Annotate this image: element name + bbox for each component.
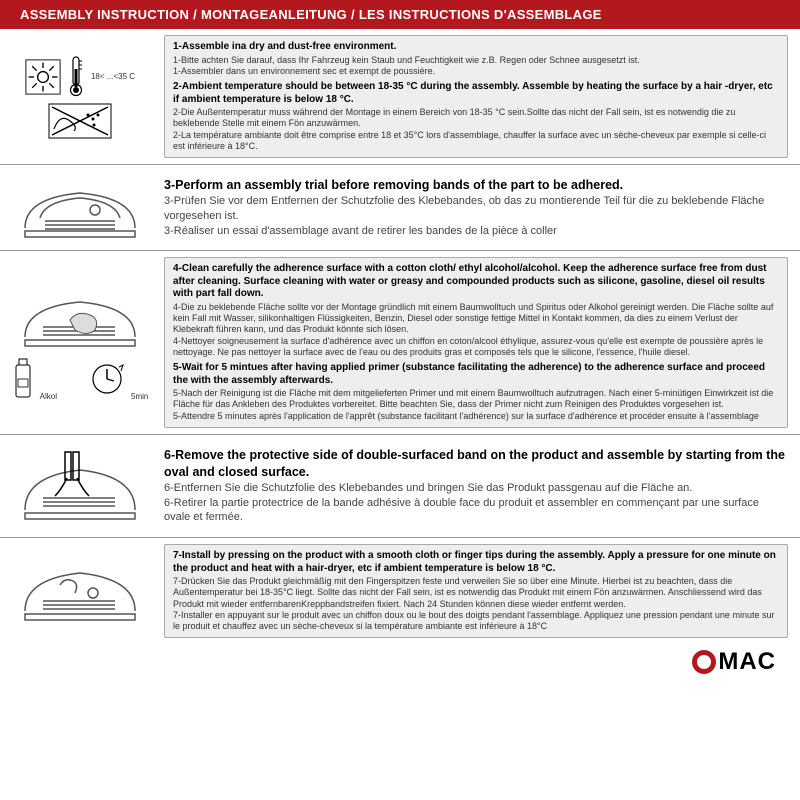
icon-col-7 (0, 538, 160, 644)
text-col-7: 7-Install by pressing on the product wit… (160, 538, 800, 644)
s7-fr: 7-Installer en appuyant sur le produit a… (173, 610, 779, 633)
s6-fr: 6-Retirer la partie protectrice de la ba… (164, 496, 786, 526)
icon-col-6 (0, 435, 160, 537)
s2-de: 2-Die Außentemperatur muss während der M… (173, 107, 779, 130)
section-3: 3-Perform an assembly trial before remov… (0, 165, 800, 251)
s2-fr: 2-La température ambiante doit être comp… (173, 130, 779, 153)
footer: MAC (0, 644, 800, 676)
grey-box-1: 1-Assemble ina dry and dust-free environ… (164, 35, 788, 158)
s5-en: 5-Wait for 5 mintues after having applie… (173, 362, 779, 387)
text-col-3: 3-Perform an assembly trial before remov… (160, 165, 800, 250)
remove-tape-icon (15, 448, 145, 524)
temp-hint: 18< ...<35 C (91, 72, 135, 81)
grey-box-4: 4-Clean carefully the adherence surface … (164, 257, 788, 428)
icon-col-3 (0, 165, 160, 250)
s1-de: 1-Bitte achten Sie darauf, dass Ihr Fahr… (173, 55, 779, 66)
s1-fr: 1-Assembler dans un environnement sec et… (173, 66, 779, 77)
s3-fr: 3-Réaliser un essai d'assemblage avant d… (164, 224, 786, 239)
section-4-5: Alkol 5min 4-Clean carefully the adheren… (0, 251, 800, 435)
sun-icon (25, 59, 61, 95)
no-splash-icon (48, 103, 112, 139)
header-bar: ASSEMBLY INSTRUCTION / MONTAGEANLEITUNG … (0, 0, 800, 29)
s3-de: 3-Prüfen Sie vor dem Entfernen der Schut… (164, 194, 786, 224)
s6-de: 6-Entfernen Sie die Schutzfolie des Kleb… (164, 481, 786, 496)
car-wipe-icon (15, 285, 145, 351)
grey-box-7: 7-Install by pressing on the product wit… (164, 544, 788, 638)
s7-en: 7-Install by pressing on the product wit… (173, 550, 779, 575)
alkol-label: Alkol (40, 392, 57, 401)
bottle-icon (12, 357, 34, 401)
s5-fr: 5-Attendre 5 minutes après l'application… (173, 411, 779, 422)
car-front-icon (15, 173, 145, 243)
car-press-icon (15, 555, 145, 627)
s4-en: 4-Clean carefully the adherence surface … (173, 263, 779, 301)
s7-de: 7-Drücken Sie das Produkt gleichmäßig mi… (173, 576, 779, 610)
header-title: ASSEMBLY INSTRUCTION / MONTAGEANLEITUNG … (20, 7, 602, 22)
s1-en: 1-Assemble ina dry and dust-free environ… (173, 41, 779, 54)
text-col-6: 6-Remove the protective side of double-s… (160, 435, 800, 537)
s5-de: 5-Nach der Reinigung ist die Fläche mit … (173, 388, 779, 411)
logo-circle-icon (692, 650, 716, 674)
icon-col-1: 18< ...<35 C (0, 29, 160, 164)
section-6: 6-Remove the protective side of double-s… (0, 435, 800, 538)
s6-en: 6-Remove the protective side of double-s… (164, 447, 786, 481)
text-col-4: 4-Clean carefully the adherence surface … (160, 251, 800, 434)
icon-col-4: Alkol 5min (0, 251, 160, 434)
s4-fr: 4-Nettoyer soigneusement la surface d'ad… (173, 336, 779, 359)
clock-icon (89, 361, 125, 397)
text-col-1: 1-Assemble ina dry and dust-free environ… (160, 29, 800, 164)
logo-text: MAC (718, 648, 776, 676)
s3-en: 3-Perform an assembly trial before remov… (164, 177, 786, 194)
section-7: 7-Install by pressing on the product wit… (0, 538, 800, 644)
s4-de: 4-Die zu beklebende Fläche sollte vor de… (173, 302, 779, 336)
s2-en: 2-Ambient temperature should be between … (173, 81, 779, 106)
min-label: 5min (131, 392, 148, 401)
section-1-2: 18< ...<35 C 1-Assemble ina dry and dust… (0, 29, 800, 165)
thermometer-icon (67, 55, 85, 99)
